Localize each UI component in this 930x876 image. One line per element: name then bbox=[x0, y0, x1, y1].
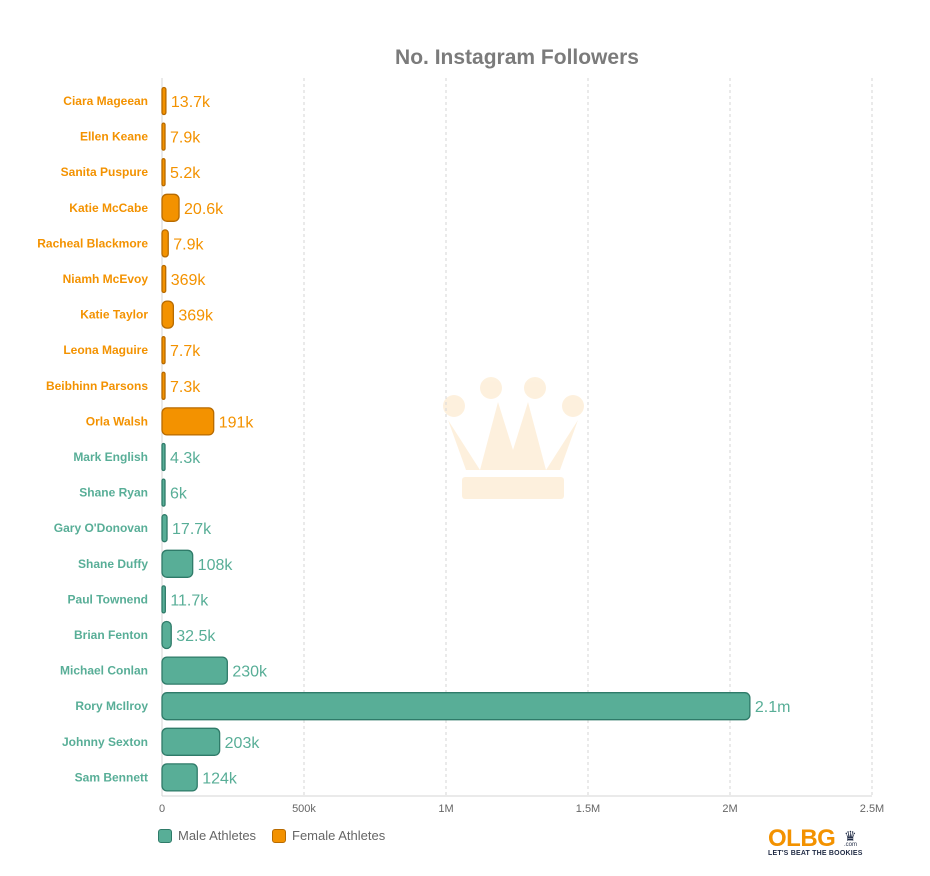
category-label: Ciara Mageean bbox=[63, 94, 148, 108]
bars bbox=[161, 86, 751, 792]
value-label: 17.7k bbox=[172, 521, 212, 538]
bar[interactable] bbox=[161, 193, 180, 222]
legend-swatch-male bbox=[158, 828, 172, 843]
legend-label-male: Male Athletes bbox=[178, 828, 257, 843]
bar[interactable] bbox=[161, 86, 167, 116]
category-label: Paul Townend bbox=[68, 592, 148, 606]
bar[interactable] bbox=[161, 656, 228, 685]
category-label: Sanita Puspure bbox=[61, 165, 149, 179]
category-label: Shane Duffy bbox=[78, 557, 148, 571]
bar[interactable] bbox=[161, 549, 194, 578]
value-label: 32.5k bbox=[176, 628, 216, 645]
bar[interactable] bbox=[161, 442, 166, 472]
bar[interactable] bbox=[161, 122, 166, 151]
legend-item-male[interactable]: Male Athletes bbox=[158, 828, 256, 843]
value-label: 7.9k bbox=[170, 130, 201, 147]
crown-watermark bbox=[443, 377, 584, 499]
category-label: Katie Taylor bbox=[80, 308, 148, 322]
x-tick-label: 1M bbox=[438, 803, 453, 815]
value-label: 191k bbox=[219, 414, 255, 431]
x-tick-label: 1.5M bbox=[576, 803, 600, 815]
chart-title: No. Instagram Followers bbox=[395, 46, 639, 69]
value-label: 5.2k bbox=[170, 165, 201, 182]
category-label: Gary O'Donovan bbox=[54, 521, 148, 535]
value-label: 11.7k bbox=[170, 592, 209, 609]
value-label: 7.7k bbox=[170, 343, 201, 360]
value-label: 108k bbox=[198, 557, 234, 574]
value-label: 6k bbox=[170, 486, 188, 503]
value-label: 230k bbox=[232, 664, 268, 681]
value-label: 124k bbox=[202, 770, 238, 787]
category-label: Ellen Keane bbox=[80, 130, 148, 144]
legend-item-female[interactable]: Female Athletes bbox=[272, 828, 385, 843]
value-label: 369k bbox=[171, 272, 207, 289]
olbg-logo: OLBG ♛ .com LET'S BEAT THE BOOKIES bbox=[768, 826, 868, 860]
bar[interactable] bbox=[161, 514, 168, 543]
legend-label-female: Female Athletes bbox=[292, 828, 386, 843]
category-label: Shane Ryan bbox=[79, 486, 148, 500]
category-label: Niamh McEvoy bbox=[63, 272, 149, 286]
category-label: Sam Bennett bbox=[75, 770, 148, 784]
value-label: 369k bbox=[178, 308, 214, 325]
bar[interactable] bbox=[161, 585, 166, 614]
x-tick-label: 2M bbox=[722, 803, 737, 815]
category-label: Racheal Blackmore bbox=[37, 236, 148, 250]
value-label: 4.3k bbox=[170, 450, 201, 467]
value-labels: 13.7k 7.9k 5.2k 20.6k 7.9k 369k 369k 7.7k 7.3k 19… bbox=[170, 94, 790, 787]
category-label: Michael Conlan bbox=[60, 664, 148, 678]
category-label: Beibhinn Parsons bbox=[46, 379, 148, 393]
x-tick-label: 500k bbox=[292, 803, 316, 815]
bar[interactable] bbox=[161, 336, 166, 365]
logo-com: .com bbox=[844, 842, 858, 848]
bar[interactable] bbox=[161, 229, 169, 258]
bar[interactable] bbox=[161, 763, 198, 792]
value-label: 7.3k bbox=[170, 379, 201, 396]
legend-swatch-female bbox=[272, 828, 286, 843]
category-label: Leona Maguire bbox=[63, 343, 148, 357]
category-label: Johnny Sexton bbox=[62, 735, 148, 749]
logo-wordmark: OLBG bbox=[768, 825, 836, 852]
x-tick-label: 0 bbox=[159, 803, 165, 815]
x-axis-ticks: 0 500k 1M 1.5M 2M 2.5M bbox=[159, 803, 884, 815]
value-label: 203k bbox=[225, 735, 261, 752]
bar[interactable] bbox=[161, 478, 166, 507]
value-label: 7.9k bbox=[173, 236, 204, 253]
bar[interactable] bbox=[161, 620, 172, 650]
category-label: Mark English bbox=[73, 450, 148, 464]
x-tick-label: 2.5M bbox=[860, 803, 884, 815]
category-label: Brian Fenton bbox=[74, 628, 148, 642]
bar[interactable] bbox=[161, 692, 751, 721]
category-labels: Ciara Mageean Ellen Keane Sanita Puspure Ka… bbox=[37, 94, 148, 784]
grid-lines bbox=[161, 78, 873, 797]
logo-tagline: LET'S BEAT THE BOOKIES bbox=[768, 850, 863, 857]
value-label: 2.1m bbox=[755, 699, 791, 716]
category-label: Orla Walsh bbox=[86, 414, 148, 428]
bar[interactable] bbox=[161, 264, 167, 294]
bar[interactable] bbox=[161, 300, 175, 329]
category-label: Katie McCabe bbox=[69, 201, 148, 215]
value-label: 20.6k bbox=[184, 201, 224, 218]
value-label: 13.7k bbox=[171, 94, 211, 111]
crown-icon: ♛ bbox=[844, 828, 857, 844]
category-label: Rory McIlroy bbox=[75, 699, 148, 713]
bar[interactable] bbox=[161, 727, 221, 756]
bar[interactable] bbox=[161, 158, 166, 187]
bar[interactable] bbox=[161, 407, 215, 436]
bar[interactable] bbox=[161, 371, 166, 400]
